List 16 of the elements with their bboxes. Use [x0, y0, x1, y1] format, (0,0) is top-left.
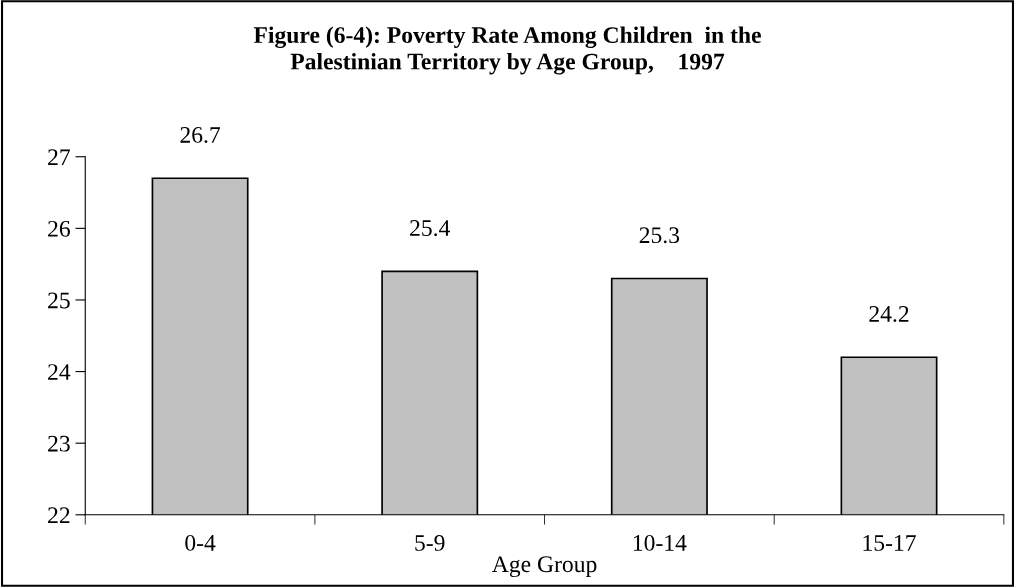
x-tick-label: 0-4: [185, 534, 216, 551]
y-tick-label: 27: [48, 149, 70, 165]
y-tick-label: 26: [48, 220, 70, 237]
x-tick-label: 5-9: [415, 534, 445, 551]
x-tick-label: 15-17: [863, 535, 916, 551]
y-tick-label: 25: [48, 292, 70, 309]
chart-title: Figure (6-4): Poverty Rate Among Children in the Palestinian Territory by Age Group, 1997: [253, 26, 761, 75]
x-tick-label: 10-14: [633, 534, 687, 551]
y-tick-label: 22: [48, 507, 70, 523]
y-tick-label: 23: [48, 435, 70, 452]
x-axis-title: Age Group: [491, 556, 597, 578]
data-label: 26.7: [180, 126, 221, 143]
data-label: 24.2: [869, 306, 909, 322]
y-tick-label: 24: [48, 364, 71, 380]
data-label: 25.3: [639, 227, 680, 244]
data-label: 25.4: [410, 220, 451, 237]
